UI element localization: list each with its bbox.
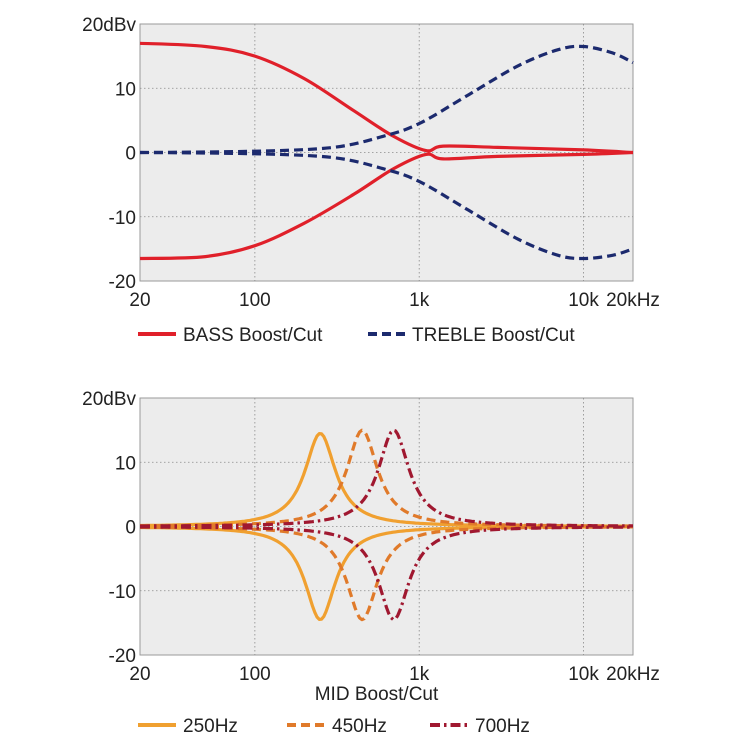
series-line-bass-cut <box>139 150 634 261</box>
y-tick-label: 10 <box>115 453 136 474</box>
series-line-450hz-cut <box>140 525 633 622</box>
y-tick-label: 20dBv <box>82 15 136 36</box>
legend-label: BASS Boost/Cut <box>183 325 323 346</box>
series-line-450hz-boost <box>140 428 633 528</box>
legend-label: 450Hz <box>332 716 387 737</box>
y-tick-label: -20 <box>109 646 136 667</box>
x-tick-label: 1k <box>409 290 430 311</box>
series-line-700hz-boost <box>140 428 633 528</box>
y-tick-label: 20dBv <box>82 389 136 410</box>
x-tick-label: 20kHz <box>606 290 660 311</box>
y-tick-label: 0 <box>125 518 136 539</box>
x-tick-label: 100 <box>239 664 271 685</box>
legend-label: 700Hz <box>475 716 530 737</box>
series-line-treble-cut <box>139 150 634 261</box>
y-tick-label: -20 <box>109 272 136 293</box>
x-tick-label: 100 <box>239 290 271 311</box>
y-tick-label: -10 <box>109 208 136 229</box>
legend-label: TREBLE Boost/Cut <box>412 325 575 346</box>
x-tick-label: 20 <box>129 664 150 685</box>
x-tick-label: 1k <box>409 664 430 685</box>
x-tick-label: 10k <box>568 290 599 311</box>
x-axis-title: MID Boost/Cut <box>315 684 439 705</box>
x-tick-label: 10k <box>568 664 599 685</box>
x-tick-label: 20kHz <box>606 664 660 685</box>
y-tick-label: -10 <box>109 582 136 603</box>
y-tick-label: 10 <box>115 79 136 100</box>
x-tick-label: 20 <box>129 290 150 311</box>
series-line-bass-boost <box>139 41 634 155</box>
y-tick-label: 0 <box>125 144 136 165</box>
plot-area <box>139 23 634 282</box>
series-line-700hz-cut <box>140 525 633 622</box>
series-line-treble-boost <box>139 44 634 155</box>
legend-label: 250Hz <box>183 716 238 737</box>
